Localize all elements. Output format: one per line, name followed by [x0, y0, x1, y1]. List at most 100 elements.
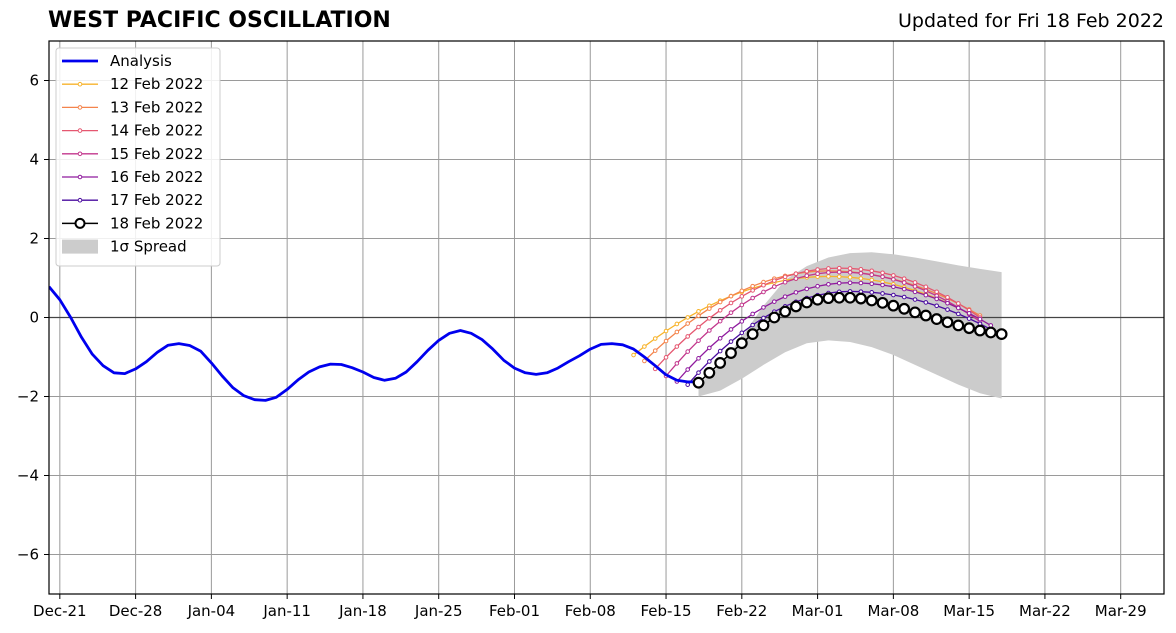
forecast-point: [707, 359, 712, 364]
forecast-point: [728, 310, 734, 315]
plot-series: [49, 252, 1164, 402]
forecast-point: [880, 291, 885, 296]
x-tick-label: Jan-04: [187, 602, 236, 620]
forecast-point: [901, 276, 907, 281]
forecast-point: [728, 327, 734, 332]
forecast-point: [923, 288, 929, 294]
forecast-point: [782, 294, 788, 299]
x-tick-label: Mar-01: [792, 602, 844, 620]
current-forecast-point: [984, 326, 997, 339]
forecast-point: [912, 280, 918, 285]
legend-marker-swatch: [77, 197, 83, 203]
current-forecast-point: [974, 324, 986, 337]
x-tick-label: Dec-21: [33, 602, 87, 620]
current-forecast-point: [714, 357, 727, 369]
current-forecast-point: [876, 296, 889, 309]
forecast-point: [793, 271, 799, 277]
legend-marker-swatch: [77, 174, 83, 180]
forecast-point: [923, 300, 929, 305]
forecast-series: [663, 269, 983, 379]
current-forecast-point: [790, 300, 802, 313]
forecast-point: [912, 284, 918, 289]
forecast-point: [891, 292, 896, 298]
current-forecast-point: [800, 296, 813, 309]
forecast-point: [707, 328, 712, 333]
current-forecast-point: [941, 316, 954, 329]
forecast-point: [880, 270, 885, 276]
forecast-point: [750, 288, 755, 293]
forecast-point: [847, 274, 853, 280]
forecast-point: [717, 335, 723, 341]
forecast-point: [707, 345, 712, 351]
x-tick-label: Feb-01: [489, 602, 540, 620]
forecast-point: [945, 307, 950, 312]
forecast-point: [771, 278, 777, 283]
analysis-line: [49, 285, 699, 402]
forecast-point: [717, 299, 723, 305]
forecast-point: [750, 311, 755, 317]
current-forecast-point: [725, 347, 737, 359]
chart-title: WEST PACIFIC OSCILLATION: [48, 8, 391, 33]
forecast-point: [652, 348, 658, 353]
x-tick-label: Mar-15: [943, 602, 995, 620]
forecast-point: [782, 279, 788, 285]
forecast-point: [869, 281, 875, 287]
legend-entry: 1σ Spread: [62, 238, 187, 256]
forecast-point: [804, 286, 810, 292]
current-forecast-point: [919, 309, 932, 322]
forecast-point: [771, 299, 777, 304]
forecast-point: [674, 361, 680, 366]
y-tick-label: −2: [17, 388, 39, 406]
forecast-point: [826, 266, 831, 271]
current-forecast-point: [735, 337, 748, 350]
forecast-point: [836, 274, 842, 279]
forecast-point: [663, 338, 669, 344]
forecast-point: [696, 324, 701, 330]
x-tick-label: Dec-28: [109, 602, 163, 620]
legend-marker-swatch: [77, 81, 83, 87]
x-tick-label: Jan-25: [414, 602, 463, 620]
y-tick-label: 2: [29, 230, 39, 248]
forecast-point: [717, 318, 723, 324]
legend-entry: 15 Feb 2022: [62, 145, 203, 163]
forecast-point: [674, 344, 680, 349]
y-tick-label: 4: [29, 151, 39, 169]
forecast-point: [685, 367, 690, 372]
forecast-point: [923, 292, 929, 298]
legend-label: Analysis: [110, 52, 172, 70]
forecast-point: [869, 277, 875, 283]
forecast-point: [945, 300, 950, 306]
x-tick-label: Jan-11: [262, 602, 311, 620]
forecast-point: [707, 316, 712, 321]
forecast-point: [836, 280, 842, 286]
forecast-point: [652, 336, 658, 341]
y-tick-label: −6: [17, 546, 39, 564]
forecast-point: [934, 289, 939, 295]
forecast-point: [631, 352, 636, 358]
forecast-point: [761, 282, 766, 288]
forecast-point: [847, 270, 853, 275]
current-forecast-point: [952, 319, 965, 332]
legend-entry: 13 Feb 2022: [62, 98, 203, 116]
forecast-point: [750, 295, 755, 301]
current-forecast-point: [822, 292, 835, 305]
forecast-point: [674, 321, 680, 327]
x-tick-label: Mar-08: [867, 602, 919, 620]
current-forecast-point: [963, 322, 976, 335]
current-forecast-point: [887, 299, 900, 312]
forecast-point: [858, 270, 864, 276]
current-forecast-point: [768, 311, 781, 324]
forecast-point: [891, 277, 896, 282]
forecast-point: [739, 319, 745, 324]
forecast-point: [739, 302, 745, 308]
x-tick-label: Mar-29: [1095, 602, 1147, 620]
legend-marker-swatch: [77, 151, 83, 157]
forecast-point: [696, 338, 701, 343]
legend-entry: 16 Feb 2022: [62, 168, 203, 186]
forecast-point: [901, 286, 907, 292]
forecast-point: [934, 303, 939, 309]
forecast-point: [858, 280, 864, 286]
forecast-point: [642, 344, 647, 349]
forecast-point: [739, 288, 745, 294]
legend-label: 17 Feb 2022: [110, 191, 203, 209]
